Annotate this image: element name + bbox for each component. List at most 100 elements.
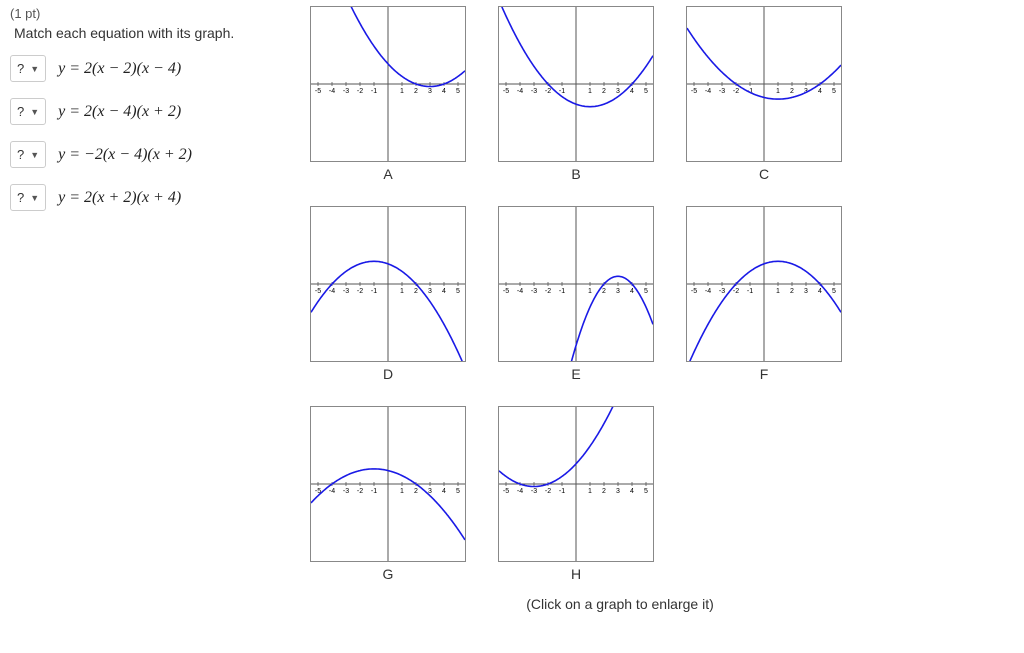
svg-text:-2: -2	[357, 288, 363, 295]
graph-a[interactable]: -5-4-3-2-112345	[310, 6, 466, 162]
graph-f[interactable]: -5-4-3-2-112345	[686, 206, 842, 362]
graph-label: C	[759, 166, 769, 182]
answer-selector[interactable]: ?▼	[10, 184, 46, 211]
svg-text:2: 2	[414, 88, 418, 95]
equation-text: y = 2(x + 2)(x + 4)	[58, 189, 181, 207]
graph-c[interactable]: -5-4-3-2-112345	[686, 6, 842, 162]
svg-text:-1: -1	[371, 488, 377, 495]
svg-text:-3: -3	[719, 88, 725, 95]
svg-text:5: 5	[644, 488, 648, 495]
graph-cell: -5-4-3-2-112345H	[498, 406, 654, 582]
graph-cell: -5-4-3-2-112345B	[498, 6, 654, 182]
svg-text:5: 5	[456, 288, 460, 295]
equation-text: y = 2(x − 2)(x − 4)	[58, 60, 181, 78]
equation-text: y = −2(x − 4)(x + 2)	[58, 146, 192, 164]
graph-label: F	[760, 366, 769, 382]
svg-text:-5: -5	[691, 88, 697, 95]
svg-text:-4: -4	[517, 288, 523, 295]
svg-text:-1: -1	[747, 288, 753, 295]
graph-cell: -5-4-3-2-112345D	[310, 206, 466, 382]
svg-text:-3: -3	[531, 88, 537, 95]
svg-text:-5: -5	[315, 288, 321, 295]
svg-text:3: 3	[616, 488, 620, 495]
points-label: (1 pt)	[10, 6, 290, 21]
svg-text:-2: -2	[357, 88, 363, 95]
svg-text:-3: -3	[343, 288, 349, 295]
graph-label: H	[571, 566, 581, 582]
graph-cell: -5-4-3-2-112345F	[686, 206, 842, 382]
svg-text:-5: -5	[691, 288, 697, 295]
svg-text:1: 1	[776, 88, 780, 95]
equation-row: ?▼ y = 2(x − 2)(x − 4)	[10, 55, 290, 82]
svg-text:-4: -4	[705, 288, 711, 295]
svg-text:5: 5	[644, 88, 648, 95]
svg-text:-1: -1	[559, 488, 565, 495]
graph-cell: -5-4-3-2-112345G	[310, 406, 466, 582]
graph-label: G	[383, 566, 394, 582]
svg-text:1: 1	[400, 488, 404, 495]
graph-g[interactable]: -5-4-3-2-112345	[310, 406, 466, 562]
svg-text:-4: -4	[329, 288, 335, 295]
svg-text:-5: -5	[315, 88, 321, 95]
svg-text:2: 2	[790, 88, 794, 95]
svg-text:5: 5	[644, 288, 648, 295]
graph-label: B	[571, 166, 580, 182]
svg-text:1: 1	[400, 288, 404, 295]
svg-text:-5: -5	[503, 288, 509, 295]
svg-text:-4: -4	[517, 488, 523, 495]
svg-text:2: 2	[602, 88, 606, 95]
svg-text:-2: -2	[733, 88, 739, 95]
svg-text:4: 4	[818, 288, 822, 295]
graph-cell: -5-4-3-2-112345A	[310, 6, 466, 182]
svg-text:-5: -5	[503, 488, 509, 495]
svg-text:5: 5	[832, 88, 836, 95]
answer-selector[interactable]: ?▼	[10, 55, 46, 82]
selector-placeholder: ?	[17, 147, 24, 162]
svg-text:-1: -1	[559, 288, 565, 295]
selector-placeholder: ?	[17, 61, 24, 76]
chevron-down-icon: ▼	[30, 193, 39, 203]
svg-text:4: 4	[630, 288, 634, 295]
svg-text:-1: -1	[371, 88, 377, 95]
graph-cell: -5-4-3-2-112345C	[686, 6, 842, 182]
svg-text:-2: -2	[545, 88, 551, 95]
svg-text:2: 2	[414, 488, 418, 495]
svg-text:4: 4	[442, 88, 446, 95]
graph-cell: -5-4-3-2-112345E	[498, 206, 654, 382]
equation-row: ?▼y = 2(x − 4)(x + 2)	[10, 98, 290, 125]
svg-text:-4: -4	[517, 88, 523, 95]
svg-text:-2: -2	[357, 488, 363, 495]
svg-text:1: 1	[588, 488, 592, 495]
graph-h[interactable]: -5-4-3-2-112345	[498, 406, 654, 562]
svg-text:3: 3	[616, 88, 620, 95]
svg-text:4: 4	[442, 288, 446, 295]
svg-text:-3: -3	[531, 288, 537, 295]
svg-text:3: 3	[428, 288, 432, 295]
svg-text:3: 3	[616, 288, 620, 295]
svg-text:-4: -4	[705, 88, 711, 95]
graph-grid: -5 -4 -3 -2 -1 1 2 3 4 5 A -5 -4 -3 -2 -1 1 2 3 4 5 B -5 -4 -3 -2…	[310, 6, 930, 582]
svg-text:-4: -4	[329, 488, 335, 495]
chevron-down-icon: ▼	[30, 107, 39, 117]
instructions-text: Match each equation with its graph.	[14, 25, 290, 41]
equation-list: ?▼y = 2(x − 2)(x − 4)?▼y = 2(x − 4)(x + …	[10, 55, 290, 211]
left-column: (1 pt) Match each equation with its grap…	[10, 6, 290, 227]
graph-b[interactable]: -5-4-3-2-112345	[498, 6, 654, 162]
footer-note: (Click on a graph to enlarge it)	[310, 596, 930, 612]
svg-text:-3: -3	[719, 288, 725, 295]
svg-text:4: 4	[630, 488, 634, 495]
answer-selector[interactable]: ?▼	[10, 98, 46, 125]
svg-text:-5: -5	[503, 88, 509, 95]
equation-row: ?▼ y = −2(x − 4)(x + 2)	[10, 141, 290, 168]
graph-d[interactable]: -5-4-3-2-112345	[310, 206, 466, 362]
svg-text:3: 3	[428, 88, 432, 95]
svg-text:1: 1	[776, 288, 780, 295]
equation-row: ?▼ y = 2(x + 2)(x + 4)	[10, 184, 290, 211]
graph-label: A	[383, 166, 392, 182]
svg-text:2: 2	[602, 288, 606, 295]
answer-selector[interactable]: ?▼	[10, 141, 46, 168]
svg-text:4: 4	[818, 88, 822, 95]
graph-e[interactable]: -5-4-3-2-112345	[498, 206, 654, 362]
svg-text:1: 1	[400, 88, 404, 95]
svg-text:1: 1	[588, 88, 592, 95]
